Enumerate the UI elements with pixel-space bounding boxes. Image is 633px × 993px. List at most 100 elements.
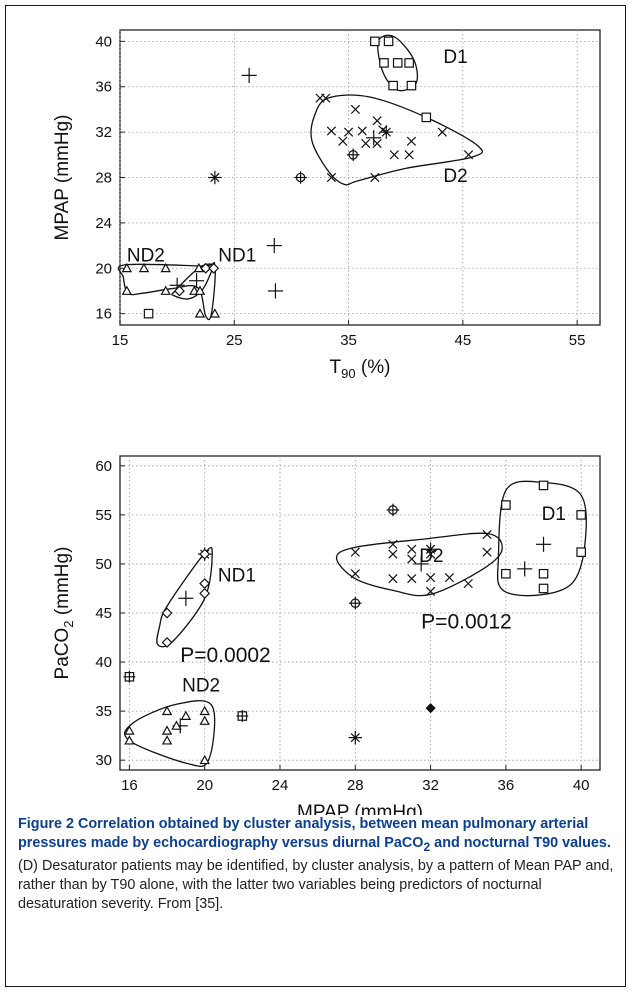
data-point-circle-plus [294,171,307,184]
data-point-x [437,127,447,137]
data-point-x [370,172,380,183]
data-point-x [321,93,331,103]
data-point-x [372,116,382,126]
data-point-square [143,308,154,319]
cluster-label-nd1: ND1 [218,245,256,266]
chart-1: 15 25 35 45 55 16 20 24 28 32 36 40 T90 (%) MPAP (mmH… [52,29,601,381]
data-point-triangle [121,262,133,273]
data-point-square [392,58,403,68]
data-point-triangle [161,705,173,716]
data-point-diamond [173,285,185,297]
cluster-label-nd2: ND2 [182,676,220,697]
data-point-diamond-solid [425,703,436,714]
figure-frame [5,5,626,987]
data-point-x [388,539,398,549]
y-tick-label: 30 [95,752,112,769]
data-point-triangle [124,735,135,745]
data-point-diamond [200,262,212,274]
y-tick-label: 35 [95,703,112,720]
data-point-square [501,568,511,579]
data-point-square [538,583,549,594]
data-point-triangle [161,725,173,735]
data-point-diamond [199,548,211,560]
data-point-triangle [124,725,135,735]
data-point-square [406,80,417,91]
y-axis-label: MPAP (mmHg) [52,115,73,241]
y-tick-label: 60 [95,458,112,475]
x-axis-label: MPAP (mmHg) [297,802,423,815]
cluster-label-nd1: ND1 [218,566,256,587]
data-point-triangle [171,720,182,730]
data-point-x [350,569,360,579]
data-point-plus [266,238,282,254]
data-point-star [208,170,222,185]
figure-caption: Figure 2 Correlation obtained by cluster… [18,815,616,914]
figure-plots: 15 25 35 45 55 16 20 24 28 32 36 40 T90 (%) MPAP (mmH… [52,29,601,815]
data-point-x [406,136,417,146]
data-point-x [444,573,455,583]
data-point-plus [535,536,552,552]
x-tick-label: 15 [112,332,129,349]
y-axis-label: PaCO2 (mmHg) [52,547,76,680]
data-point-x [372,138,382,149]
data-point-plus [366,130,382,146]
y-tick-label: 24 [95,215,112,232]
data-point-plus [241,67,257,83]
data-point-plus [517,561,533,577]
cluster-label-d1: D1 [542,504,566,525]
y-tick-label: 45 [95,605,112,622]
data-point-x [407,574,417,584]
data-point-x [357,126,367,136]
data-point-triangle [199,705,210,716]
y-tick-label: 28 [95,170,112,187]
cluster-outline-d2 [335,532,503,597]
x-tick-label: 25 [226,332,243,349]
data-point-triangle [160,285,171,295]
x-tick-label: 36 [498,777,515,794]
data-point-triangle [199,754,210,765]
data-point-square [379,58,389,68]
data-point-star [423,542,438,556]
caption-title: Correlation obtained by cluster analysis… [18,816,611,854]
y-tick-label: 40 [95,33,112,50]
data-point-x [425,573,436,583]
data-point-star [348,730,363,745]
data-point-triangle [209,308,221,318]
y-tick-label: 20 [95,260,112,277]
x-tick-label: 32 [422,777,439,794]
data-point-x [388,549,398,559]
data-point-x [463,578,473,589]
data-point-x [338,136,348,146]
y-tick-label: 55 [95,507,112,524]
y-tick-label: 40 [95,654,112,671]
data-point-triangle [121,285,133,295]
caption-label: Figure 2 [18,816,74,832]
cluster-outline-nd1 [156,546,213,648]
data-point-x [388,574,398,584]
data-point-triangle [138,262,150,273]
data-point-plus [189,273,205,289]
data-point-square [576,510,586,520]
data-point-hash-square [123,670,136,683]
data-point-x [350,104,361,115]
data-point-circle-plus [386,503,400,517]
x-tick-label: 55 [569,332,586,349]
y-tick-label: 50 [95,556,112,573]
x-tick-label: 40 [573,777,590,794]
data-point-x [326,126,337,136]
data-point-circle-plus [346,148,360,162]
data-point-square [370,36,380,47]
data-point-square [383,36,394,47]
data-point-x [482,547,492,557]
data-point-x [404,150,414,160]
data-point-x [326,172,337,183]
data-point-diamond [199,578,211,590]
data-point-triangle [180,710,192,720]
data-point-triangle [194,308,206,318]
cluster-label-d1: D1 [443,47,467,68]
data-point-triangle [161,735,173,745]
data-point-square [421,112,432,123]
cluster-label-d2: D2 [443,166,467,187]
x-axis-label: T90 (%) [330,357,391,381]
x-tick-label: 24 [272,777,289,794]
